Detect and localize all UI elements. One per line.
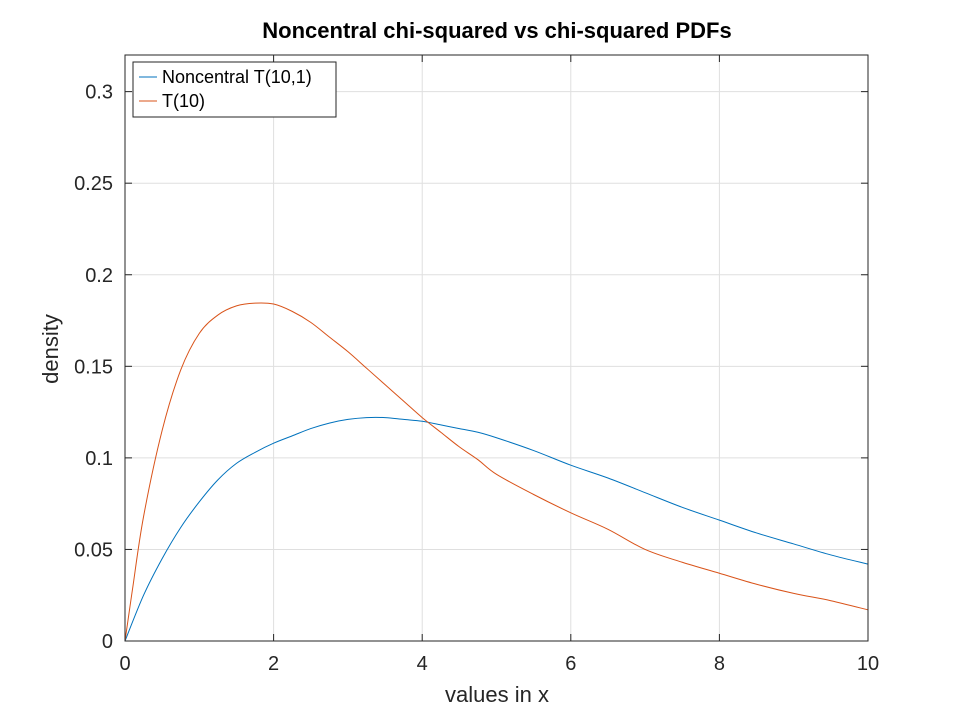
y-axis-label: density [38,314,63,384]
y-tick-label: 0 [102,631,113,653]
legend: Noncentral T(10,1) T(10) [132,61,337,118]
series-line-1 [124,416,869,642]
legend-box [132,61,337,118]
x-tick-label: 0 [119,653,130,675]
y-tick-label: 0.1 [85,448,113,470]
x-tick-label: 10 [857,653,879,675]
x-tick-label: 6 [565,653,576,675]
legend-entry: T(10) [162,91,205,111]
chart-title: Noncentral chi-squared vs chi-squared PD… [262,18,731,43]
series-line-2 [124,302,869,642]
y-tick-label: 0.25 [74,173,113,195]
x-tick-label: 4 [417,653,428,675]
x-tick-label: 8 [714,653,725,675]
legend-entry: Noncentral T(10,1) [162,67,312,87]
y-tick-label: 0.15 [74,356,113,378]
y-tick-label: 0.2 [85,265,113,287]
y-tick-label: 0.3 [85,82,113,104]
x-tick-label: 2 [268,653,279,675]
grid [124,55,869,642]
y-tick-label: 0.05 [74,539,113,561]
series-layer [124,302,869,642]
plot-area-border [124,54,869,642]
ticks: 0 2 4 6 8 10 0 0.05 0.1 0.15 0.2 0.25 0.3 [74,55,879,675]
x-axis-label: values in x [445,682,549,707]
